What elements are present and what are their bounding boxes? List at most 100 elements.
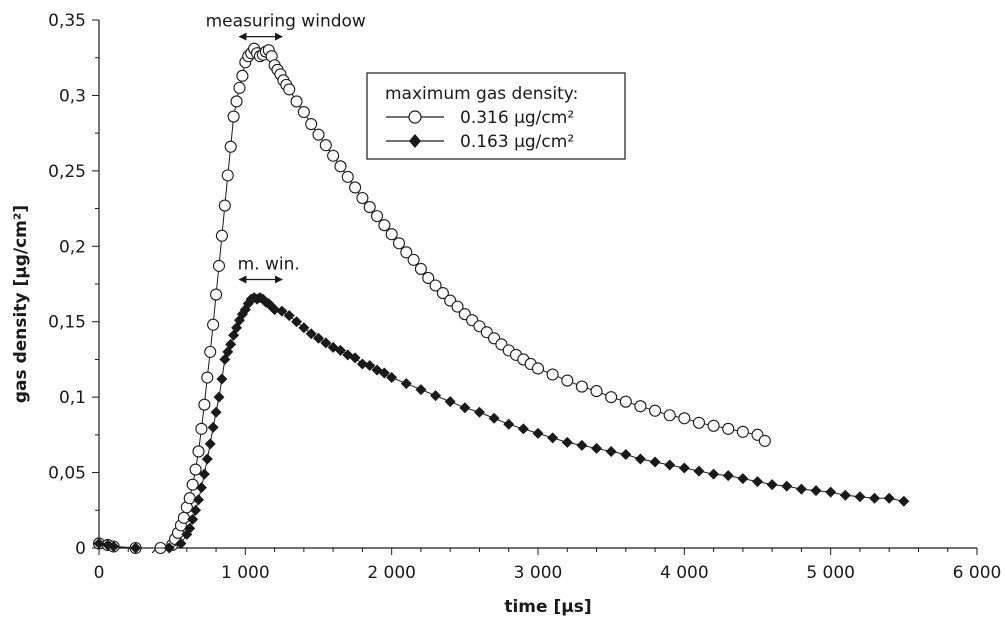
data-point [766, 479, 778, 491]
legend: maximum gas density: 0.316 µg/cm² 0.163 … [366, 72, 626, 160]
y-tick-label: 0 [75, 539, 86, 559]
data-point [215, 229, 228, 242]
x-ticks: 0 1 000 2 000 3 000 4 000 5 000 6 000 [94, 548, 1001, 583]
series-1 [92, 42, 771, 555]
data-point [531, 362, 545, 375]
data-point [341, 170, 354, 183]
data-point [334, 160, 347, 173]
data-point [312, 128, 325, 141]
y-tick-label: 0,15 [48, 313, 86, 333]
data-point [547, 432, 559, 444]
data-point [649, 404, 662, 417]
data-point [192, 445, 205, 458]
series-line [98, 297, 904, 549]
series-2 [93, 292, 910, 554]
annotation-m-win: m. win. [238, 254, 300, 274]
data-point [561, 374, 574, 387]
data-point [236, 69, 249, 82]
data-point [561, 436, 573, 448]
data-point [201, 371, 214, 384]
y-tick-label: 0,35 [48, 11, 86, 31]
x-tick-label: 3 000 [514, 563, 563, 583]
data-point [291, 316, 303, 328]
y-tick-label: 0,25 [48, 162, 86, 182]
legend-entry-series-1: 0.316 µg/cm² [460, 108, 574, 128]
series-layer [92, 42, 910, 555]
x-axis-title: time [µs] [504, 597, 591, 617]
annotation-measuring-window: measuring window [206, 12, 366, 32]
data-point [605, 391, 618, 404]
data-point [576, 439, 588, 451]
x-tick-label: 4 000 [660, 563, 709, 583]
data-point [708, 468, 720, 480]
data-point [163, 542, 175, 554]
data-point [707, 419, 720, 432]
data-point [620, 448, 632, 460]
data-point [400, 378, 412, 390]
data-point [459, 402, 471, 414]
data-point [319, 139, 332, 152]
data-point [590, 385, 603, 398]
data-point [752, 476, 763, 488]
data-point [503, 418, 515, 430]
data-point [201, 453, 213, 465]
data-point [195, 482, 207, 494]
data-point [313, 332, 324, 344]
data-point [737, 473, 749, 485]
data-point [204, 438, 216, 450]
data-point [532, 427, 544, 439]
data-point [678, 462, 690, 474]
data-point [227, 110, 240, 123]
data-point [305, 328, 317, 340]
data-point [422, 271, 435, 285]
data-point [230, 95, 243, 108]
data-point [430, 390, 442, 402]
data-point [186, 478, 199, 491]
data-point [692, 416, 706, 429]
data-point [473, 406, 485, 418]
data-point [269, 304, 281, 316]
data-point [193, 494, 205, 506]
data-point [218, 199, 231, 212]
data-point [370, 210, 384, 223]
y-tick-label: 0,2 [59, 237, 86, 257]
legend-marker-open-circle-icon [408, 110, 422, 124]
data-point [298, 322, 310, 334]
data-point [736, 425, 749, 438]
data-point [349, 352, 361, 364]
data-point [517, 423, 529, 435]
data-point [722, 422, 735, 435]
data-point [693, 465, 705, 477]
data-point [678, 412, 691, 425]
data-point [283, 310, 295, 322]
data-point [183, 492, 196, 505]
data-point [213, 391, 225, 403]
data-point [356, 191, 369, 205]
data-point [204, 345, 217, 358]
data-point [758, 434, 771, 447]
data-point [451, 300, 464, 313]
data-point [195, 422, 208, 435]
data-point [187, 513, 199, 525]
data-point [634, 453, 646, 465]
data-point [225, 338, 237, 350]
data-point [198, 468, 210, 480]
data-point [233, 81, 246, 94]
data-point [283, 83, 296, 96]
data-point [605, 445, 617, 457]
data-point [210, 406, 222, 418]
data-point [386, 372, 398, 384]
legend-entry-series-2: 0.163 µg/cm² [460, 132, 574, 152]
data-point [207, 318, 220, 331]
data-point [190, 504, 202, 516]
axes: 0 1 000 2 000 3 000 4 000 5 000 6 000 0 0,05 0,1… [48, 11, 1001, 583]
data-point [93, 537, 105, 549]
data-point [488, 412, 500, 424]
data-point [184, 522, 196, 534]
data-point [364, 359, 376, 371]
data-point [378, 219, 391, 232]
data-point [290, 95, 303, 108]
data-point [839, 489, 851, 501]
data-point [575, 380, 588, 393]
